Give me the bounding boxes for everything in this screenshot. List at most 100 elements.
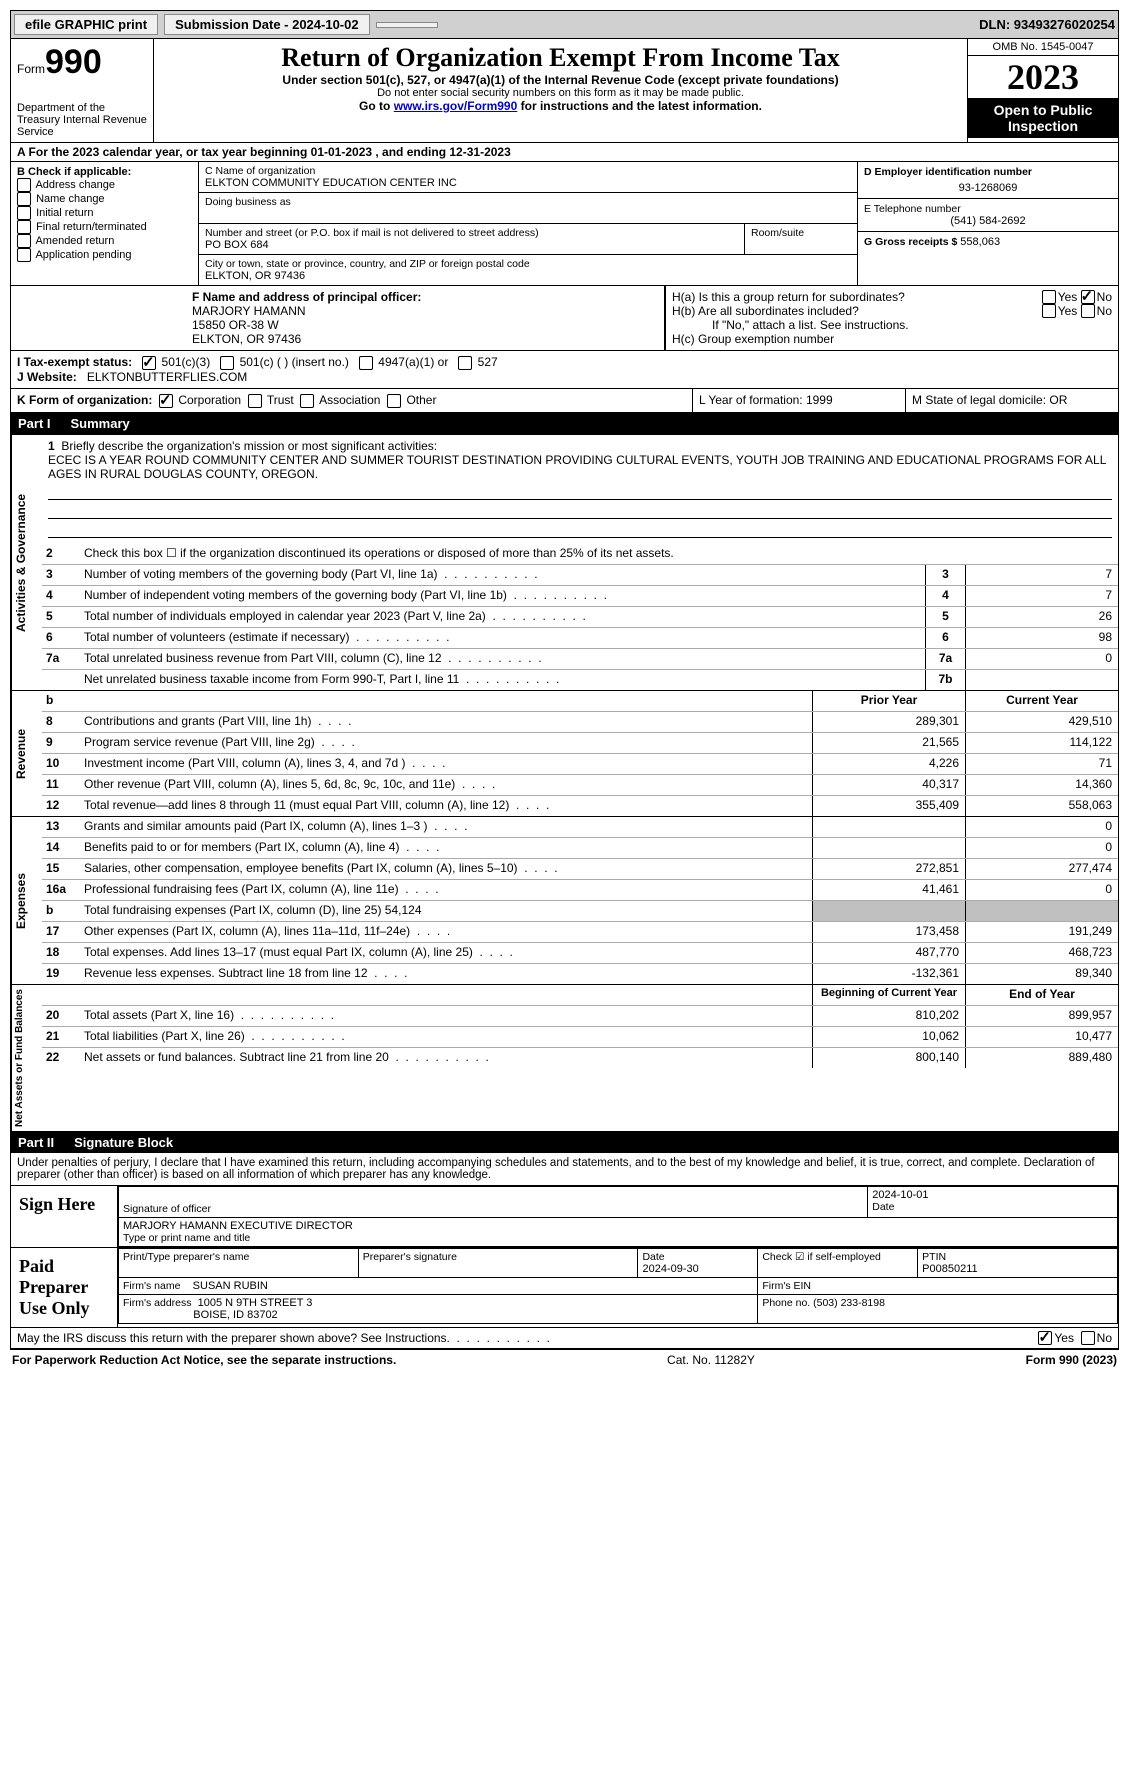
section-f-h: F Name and address of principal officer:…: [10, 286, 1119, 351]
ssn-note: Do not enter social security numbers on …: [158, 87, 963, 99]
expense-line: 17Other expenses (Part IX, column (A), l…: [42, 922, 1118, 943]
room-label: Room/suite: [751, 227, 851, 239]
revenue-line: 11Other revenue (Part VIII, column (A), …: [42, 775, 1118, 796]
page-footer: For Paperwork Reduction Act Notice, see …: [10, 1349, 1119, 1370]
hb-no[interactable]: [1081, 304, 1095, 318]
phone-label: E Telephone number: [864, 203, 1112, 215]
row-a-tax-year: A For the 2023 calendar year, or tax yea…: [10, 143, 1119, 162]
open-to-public: Open to Public Inspection: [968, 98, 1118, 138]
checkbox-initial-return[interactable]: [17, 206, 31, 220]
eoy-header: End of Year: [965, 985, 1118, 1005]
top-bar: efile GRAPHIC print Submission Date - 20…: [10, 10, 1119, 39]
expense-line: 13Grants and similar amounts paid (Part …: [42, 817, 1118, 838]
net-assets-section: Net Assets or Fund Balances Beginning of…: [10, 985, 1119, 1132]
dept-label: Department of the Treasury Internal Reve…: [17, 102, 147, 138]
officer-street: 15850 OR-38 W: [17, 318, 658, 332]
dln: DLN: 93493276020254: [979, 17, 1115, 32]
4947-checkbox[interactable]: [359, 356, 373, 370]
gross-receipts-label: G Gross receipts $: [864, 236, 960, 248]
side-expenses: Expenses: [11, 817, 42, 984]
governance-line: 4Number of independent voting members of…: [42, 586, 1118, 607]
corp-checkbox[interactable]: [159, 394, 173, 408]
501c3-checkbox[interactable]: [142, 356, 156, 370]
expenses-section: Expenses 13Grants and similar amounts pa…: [10, 817, 1119, 985]
expense-line: 18Total expenses. Add lines 13–17 (must …: [42, 943, 1118, 964]
other-checkbox[interactable]: [387, 394, 401, 408]
part1-header: Part I Summary: [10, 413, 1119, 434]
may-irs-text: May the IRS discuss this return with the…: [17, 1331, 1038, 1345]
mission-text: ECEC IS A YEAR ROUND COMMUNITY CENTER AN…: [48, 453, 1106, 481]
governance-line: Net unrelated business taxable income fr…: [42, 670, 1118, 690]
phone-value: (541) 584-2692: [864, 215, 1112, 227]
tax-year: 2023: [968, 56, 1118, 98]
goto-note: Go to www.irs.gov/Form990 for instructio…: [158, 99, 963, 113]
ein-label: D Employer identification number: [864, 166, 1112, 178]
officer-name: MARJORY HAMANN: [17, 304, 658, 318]
501c-checkbox[interactable]: [220, 356, 234, 370]
part2-header: Part II Signature Block: [10, 1132, 1119, 1153]
officer-name-title: MARJORY HAMANN EXECUTIVE DIRECTOR: [123, 1220, 1113, 1232]
section-b-label: B Check if applicable:: [17, 166, 192, 178]
paid-prep-label: Paid Preparer Use Only: [11, 1248, 118, 1327]
expense-line: 16aProfessional fundraising fees (Part I…: [42, 880, 1118, 901]
assoc-checkbox[interactable]: [300, 394, 314, 408]
i-label: I Tax-exempt status:: [17, 355, 132, 369]
revenue-line: 12Total revenue—add lines 8 through 11 (…: [42, 796, 1118, 816]
ha-yes[interactable]: [1042, 290, 1056, 304]
checkbox-amended-return[interactable]: [17, 234, 31, 248]
prior-year-header: Prior Year: [812, 691, 965, 711]
year-formation: L Year of formation: 1999: [692, 389, 905, 412]
irs-link[interactable]: www.irs.gov/Form990: [394, 99, 518, 113]
hc-label: H(c) Group exemption number: [672, 332, 1112, 346]
governance-section: Activities & Governance 1 Briefly descri…: [10, 434, 1119, 691]
mission-num: 1: [48, 439, 55, 453]
checkbox-final-return[interactable]: [17, 220, 31, 234]
hb-note: If "No," attach a list. See instructions…: [672, 318, 1112, 332]
gross-receipts-value: 558,063: [960, 236, 1000, 248]
form-990-number: 990: [45, 43, 102, 81]
mission-label: Briefly describe the organization's miss…: [61, 439, 437, 453]
checkbox-name-change[interactable]: [17, 192, 31, 206]
section-i: I Tax-exempt status: 501(c)(3) 501(c) ( …: [10, 351, 1119, 389]
revenue-line: 10Investment income (Part VIII, column (…: [42, 754, 1118, 775]
street-label: Number and street (or P.O. box if mail i…: [205, 227, 738, 239]
ein-value: 93-1268069: [864, 178, 1112, 194]
k-label: K Form of organization:: [17, 393, 152, 407]
state-domicile: M State of legal domicile: OR: [905, 389, 1118, 412]
expense-line: 14Benefits paid to or for members (Part …: [42, 838, 1118, 859]
may-irs-yes[interactable]: [1038, 1331, 1052, 1345]
hb-yes[interactable]: [1042, 304, 1056, 318]
side-governance: Activities & Governance: [11, 435, 42, 690]
dba-label: Doing business as: [205, 196, 851, 208]
revenue-section: Revenue b Prior Year Current Year 8Contr…: [10, 691, 1119, 817]
section-k-l-m: K Form of organization: Corporation Trus…: [10, 389, 1119, 413]
cat-no: Cat. No. 11282Y: [667, 1353, 755, 1367]
j-label: J Website:: [17, 370, 77, 384]
ha-no[interactable]: [1081, 290, 1095, 304]
form-header: Form990 Department of the Treasury Inter…: [10, 39, 1119, 143]
section-f-label: F Name and address of principal officer:: [17, 290, 658, 304]
current-year-header: Current Year: [965, 691, 1118, 711]
checkbox-application-pending[interactable]: [17, 248, 31, 262]
trust-checkbox[interactable]: [248, 394, 262, 408]
org-name: ELKTON COMMUNITY EDUCATION CENTER INC: [205, 177, 851, 189]
name-label: C Name of organization: [205, 165, 851, 177]
net-line: 21Total liabilities (Part X, line 26)10,…: [42, 1027, 1118, 1048]
side-revenue: Revenue: [11, 691, 42, 816]
declaration-text: Under penalties of perjury, I declare th…: [10, 1153, 1119, 1186]
revenue-line: 9Program service revenue (Part VIII, lin…: [42, 733, 1118, 754]
governance-line: 6Total number of volunteers (estimate if…: [42, 628, 1118, 649]
efile-button[interactable]: efile GRAPHIC print: [14, 14, 158, 35]
sig-date: 2024-10-01: [872, 1189, 1113, 1201]
revenue-line: 8Contributions and grants (Part VIII, li…: [42, 712, 1118, 733]
expense-line: 15Salaries, other compensation, employee…: [42, 859, 1118, 880]
checkbox-address-change[interactable]: [17, 178, 31, 192]
form-label: Form: [17, 62, 45, 76]
form-footer: Form 990 (2023): [1026, 1353, 1117, 1367]
submission-date: Submission Date - 2024-10-02: [164, 14, 370, 35]
city-label: City or town, state or province, country…: [205, 258, 851, 270]
expense-line: bTotal fundraising expenses (Part IX, co…: [42, 901, 1118, 922]
may-irs-no[interactable]: [1081, 1331, 1095, 1345]
sign-here-block: Sign Here Signature of officer 2024-10-0…: [10, 1186, 1119, 1248]
527-checkbox[interactable]: [458, 356, 472, 370]
